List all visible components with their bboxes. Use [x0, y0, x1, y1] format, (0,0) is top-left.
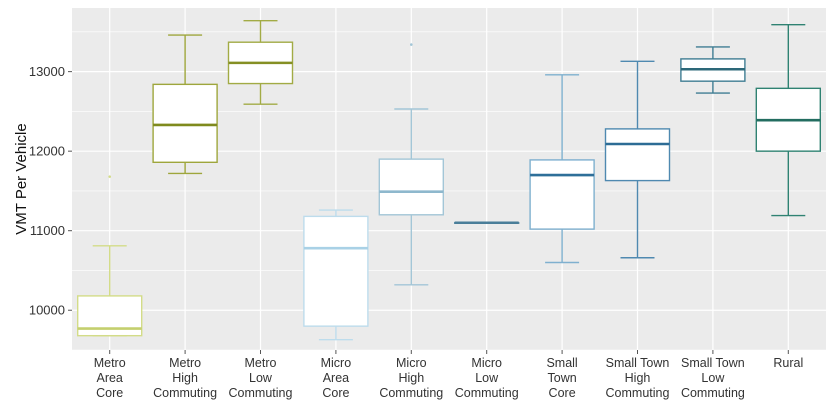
box-iqr: [378, 158, 444, 216]
x-tick-label-line: Commuting: [379, 386, 443, 400]
gridlines: [72, 8, 826, 351]
outlier-point: [108, 175, 111, 178]
x-tick-label-line: Micro: [396, 356, 427, 370]
y-tick-label: 10000: [29, 303, 65, 318]
x-tick-label: Metro Area Core: [94, 356, 126, 400]
y-tick-label: 11000: [30, 223, 65, 238]
x-tick-label: Small Town Low Commuting: [681, 356, 745, 400]
x-tick-label-line: Commuting: [606, 386, 670, 400]
outlier-point: [410, 43, 413, 46]
x-tick-label-line: Rural: [773, 356, 803, 370]
x-tick-label-line: Metro: [94, 356, 126, 370]
box-iqr: [303, 215, 369, 327]
x-tick-label-line: High: [172, 371, 198, 385]
box-iqr: [604, 128, 671, 182]
x-tick-label: Small Town Core: [546, 356, 577, 400]
x-tick-label-line: Town: [548, 371, 577, 385]
x-tick-label-line: Core: [322, 386, 349, 400]
y-axis-ticks: 10000 11000 12000 13000: [29, 64, 72, 318]
x-tick-label-line: Small Town: [606, 356, 670, 370]
box-group: [755, 24, 821, 217]
x-tick-label: Small Town High Commuting: [606, 356, 670, 400]
y-tick-label: 13000: [29, 64, 65, 79]
y-tick-label: 12000: [29, 144, 65, 159]
x-tick-label-line: Commuting: [455, 386, 519, 400]
y-axis-title: VMT Per Vehicle: [13, 123, 30, 234]
box-group: [680, 46, 746, 94]
x-tick-label-line: Area: [323, 371, 349, 385]
x-tick-label: Rural: [773, 356, 803, 370]
x-tick-label-line: Low: [701, 371, 725, 385]
box-group: [227, 20, 294, 105]
x-tick-label-line: Core: [96, 386, 123, 400]
x-tick-label-line: High: [625, 371, 651, 385]
x-tick-label: Metro High Commuting: [153, 356, 217, 400]
x-tick-label-line: Low: [475, 371, 499, 385]
box-group: [604, 60, 671, 259]
x-tick-label-line: Commuting: [681, 386, 745, 400]
box-group: [378, 43, 444, 286]
x-tick-label: Micro Low Commuting: [455, 356, 519, 400]
x-tick-label: Micro Area Core: [321, 356, 352, 400]
box-group: [529, 74, 595, 264]
x-tick-label-line: Core: [549, 386, 576, 400]
x-tick-label-line: Commuting: [153, 386, 217, 400]
x-tick-label-line: Low: [249, 371, 273, 385]
x-tick-label-line: High: [398, 371, 424, 385]
box-group: [303, 209, 369, 341]
x-tick-label-line: Small: [546, 356, 577, 370]
x-tick-label-line: Metro: [245, 356, 277, 370]
box-iqr: [152, 83, 218, 163]
box-iqr: [529, 159, 595, 230]
x-tick-label: Micro High Commuting: [379, 356, 443, 400]
box-group: [76, 175, 143, 337]
x-tick-label-line: Commuting: [229, 386, 293, 400]
x-tick-label-line: Micro: [471, 356, 502, 370]
x-tick-label: Metro Low Commuting: [229, 356, 293, 400]
x-tick-label-line: Metro: [169, 356, 201, 370]
x-tick-label-line: Area: [96, 371, 122, 385]
box-group: [454, 221, 520, 225]
x-tick-label-line: Micro: [321, 356, 352, 370]
x-tick-label-line: Small Town: [681, 356, 745, 370]
boxes: [76, 20, 821, 341]
box-group: [152, 34, 218, 175]
